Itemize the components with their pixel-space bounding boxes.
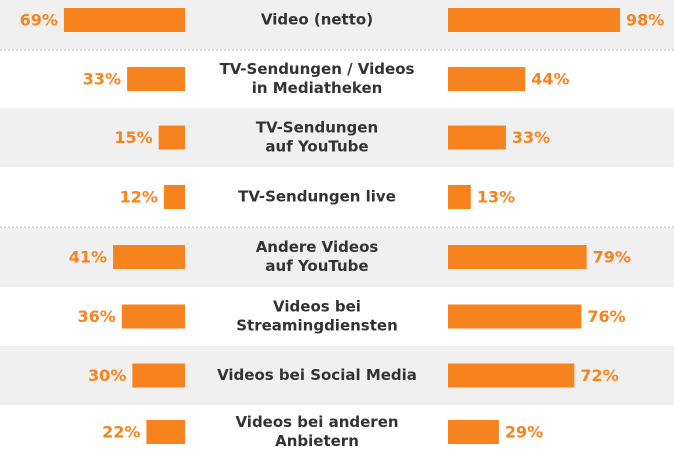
value-label: 12% (120, 188, 158, 207)
bar (158, 125, 185, 150)
category-label: TV-Sendungen / Videos (220, 60, 415, 78)
category-label: Streamingdiensten (236, 317, 398, 335)
category-label: auf YouTube (265, 138, 368, 156)
bar (448, 245, 587, 269)
bar (127, 67, 185, 91)
category-label: in Mediatheken (252, 79, 383, 97)
value-label: 76% (587, 307, 625, 326)
bar (448, 67, 526, 91)
value-label: 44% (531, 70, 569, 89)
value-label: 69% (20, 11, 58, 30)
value-label: 33% (83, 70, 121, 89)
category-label: Videos bei Social Media (217, 366, 417, 384)
category-label: Videos bei (273, 298, 361, 316)
value-label: 98% (626, 11, 664, 30)
value-label: 36% (78, 307, 116, 326)
category-label: TV-Sendungen (256, 119, 378, 137)
category-label: Videos bei anderen (235, 413, 398, 431)
category-label: Anbietern (275, 432, 359, 450)
bar (63, 8, 185, 32)
category-label: auf YouTube (265, 257, 368, 275)
value-label: 79% (593, 248, 631, 267)
value-label: 22% (102, 423, 140, 442)
bar (448, 8, 620, 32)
bar (146, 420, 185, 444)
value-label: 15% (114, 128, 152, 147)
value-label: 72% (580, 366, 618, 385)
bar (448, 420, 499, 444)
bar (448, 363, 575, 388)
bar (163, 185, 185, 209)
bar (448, 185, 471, 209)
value-label: 33% (512, 128, 550, 147)
bar (448, 304, 582, 329)
category-label: Andere Videos (256, 238, 379, 256)
value-label: 13% (477, 188, 515, 207)
bar (448, 125, 506, 150)
row-background (0, 108, 674, 167)
value-label: 29% (505, 423, 543, 442)
value-label: 41% (69, 248, 107, 267)
category-label: Video (netto) (261, 11, 373, 29)
value-label: 30% (88, 366, 126, 385)
category-label: TV-Sendungen live (238, 188, 396, 206)
bar (113, 245, 185, 269)
bar (132, 363, 185, 388)
bar (121, 304, 185, 329)
